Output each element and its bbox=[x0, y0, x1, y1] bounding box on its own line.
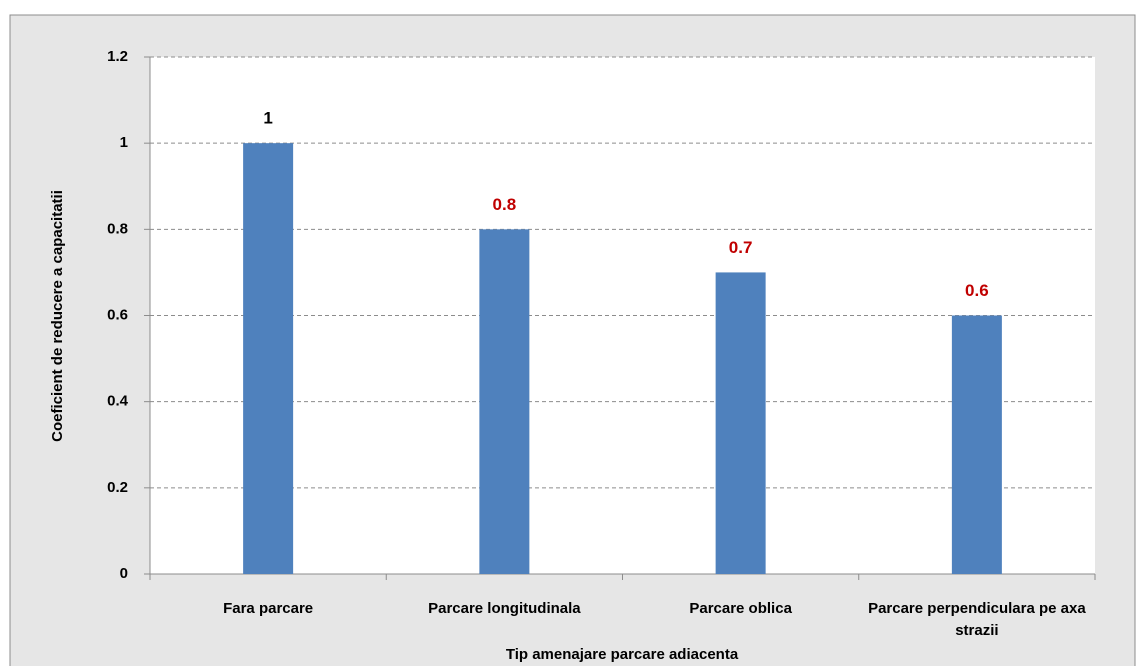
x-tick-label: Parcare longitudinala bbox=[428, 600, 581, 617]
x-axis-title: Tip amenajare parcare adiacenta bbox=[506, 646, 739, 663]
data-label: 0.8 bbox=[493, 195, 517, 214]
y-tick-label: 1.2 bbox=[107, 48, 128, 65]
data-label: 0.6 bbox=[965, 281, 989, 300]
x-tick-label: Fara parcare bbox=[223, 600, 314, 617]
y-tick-label: 0.4 bbox=[107, 393, 129, 410]
y-tick-label: 0.6 bbox=[107, 306, 128, 323]
bar bbox=[951, 315, 1002, 574]
y-tick-label: 0 bbox=[120, 565, 128, 582]
y-tick-label: 1 bbox=[120, 134, 128, 151]
bar bbox=[243, 143, 294, 574]
x-tick-label: Parcare perpendiculara pe axa strazii bbox=[868, 600, 1086, 639]
x-tick-label: Parcare oblica bbox=[689, 600, 792, 617]
data-label: 1 bbox=[263, 109, 272, 128]
bar bbox=[715, 272, 766, 574]
y-tick-label: 0.2 bbox=[107, 479, 128, 496]
y-axis-title: Coeficient de reducere a capacitatii bbox=[49, 190, 66, 442]
bar bbox=[479, 229, 530, 575]
data-label: 0.7 bbox=[729, 238, 753, 257]
y-tick-label: 0.8 bbox=[107, 220, 128, 237]
